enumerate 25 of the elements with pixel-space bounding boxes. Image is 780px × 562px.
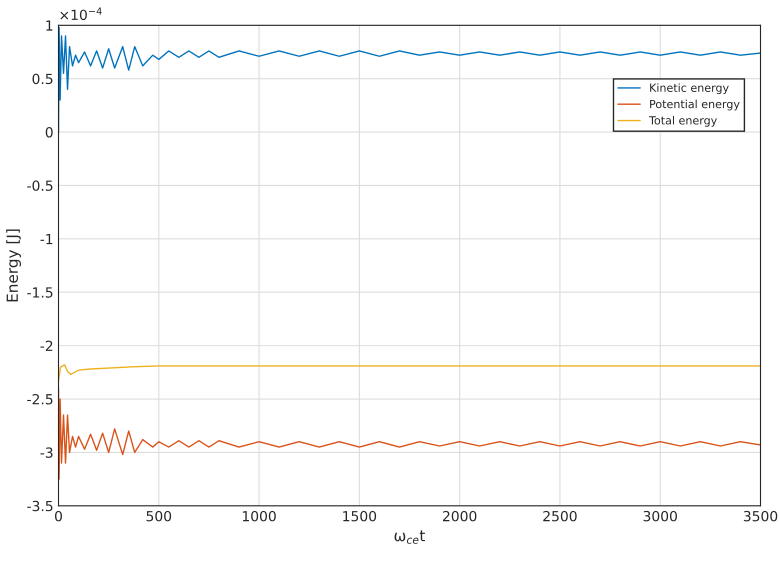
x-tick-label: 500 — [146, 510, 172, 522]
x-tick-label: 0 — [54, 510, 62, 522]
y-tick-label: 0 — [46, 127, 53, 138]
y-tick-label: -2.5 — [27, 394, 52, 404]
x-tick-label: 1500 — [343, 510, 376, 522]
text: ×10$^{−4}$ — [60, 8, 102, 20]
y-tick-label: -1 — [40, 234, 52, 244]
y-tick-label: -3 — [40, 447, 53, 458]
x-tick-label: 2000 — [442, 510, 476, 522]
legend-label: Kinetic energy — [650, 83, 729, 94]
y-tick-label: 1 — [46, 20, 52, 31]
x-tick-label: 3500 — [744, 510, 778, 522]
y-tick-label: -0.5 — [27, 180, 52, 191]
y-tick-label: -1.5 — [27, 287, 52, 298]
line-series — [58, 364, 760, 382]
y-axis-title: Energy [J] — [6, 229, 21, 302]
x-tick-label: 3000 — [644, 510, 677, 522]
x-axis-title: ω$_{ce}$t — [394, 530, 425, 544]
legend-label: Potential energy — [650, 100, 740, 110]
y-tick-label: -3.5 — [27, 500, 52, 512]
x-tick-label: 1000 — [242, 510, 276, 522]
y-tick-label: -2 — [40, 340, 52, 351]
legend-label: Total energy — [649, 116, 717, 127]
y-tick-label: 0.5 — [32, 74, 52, 84]
x-tick-label: 2500 — [543, 510, 577, 522]
